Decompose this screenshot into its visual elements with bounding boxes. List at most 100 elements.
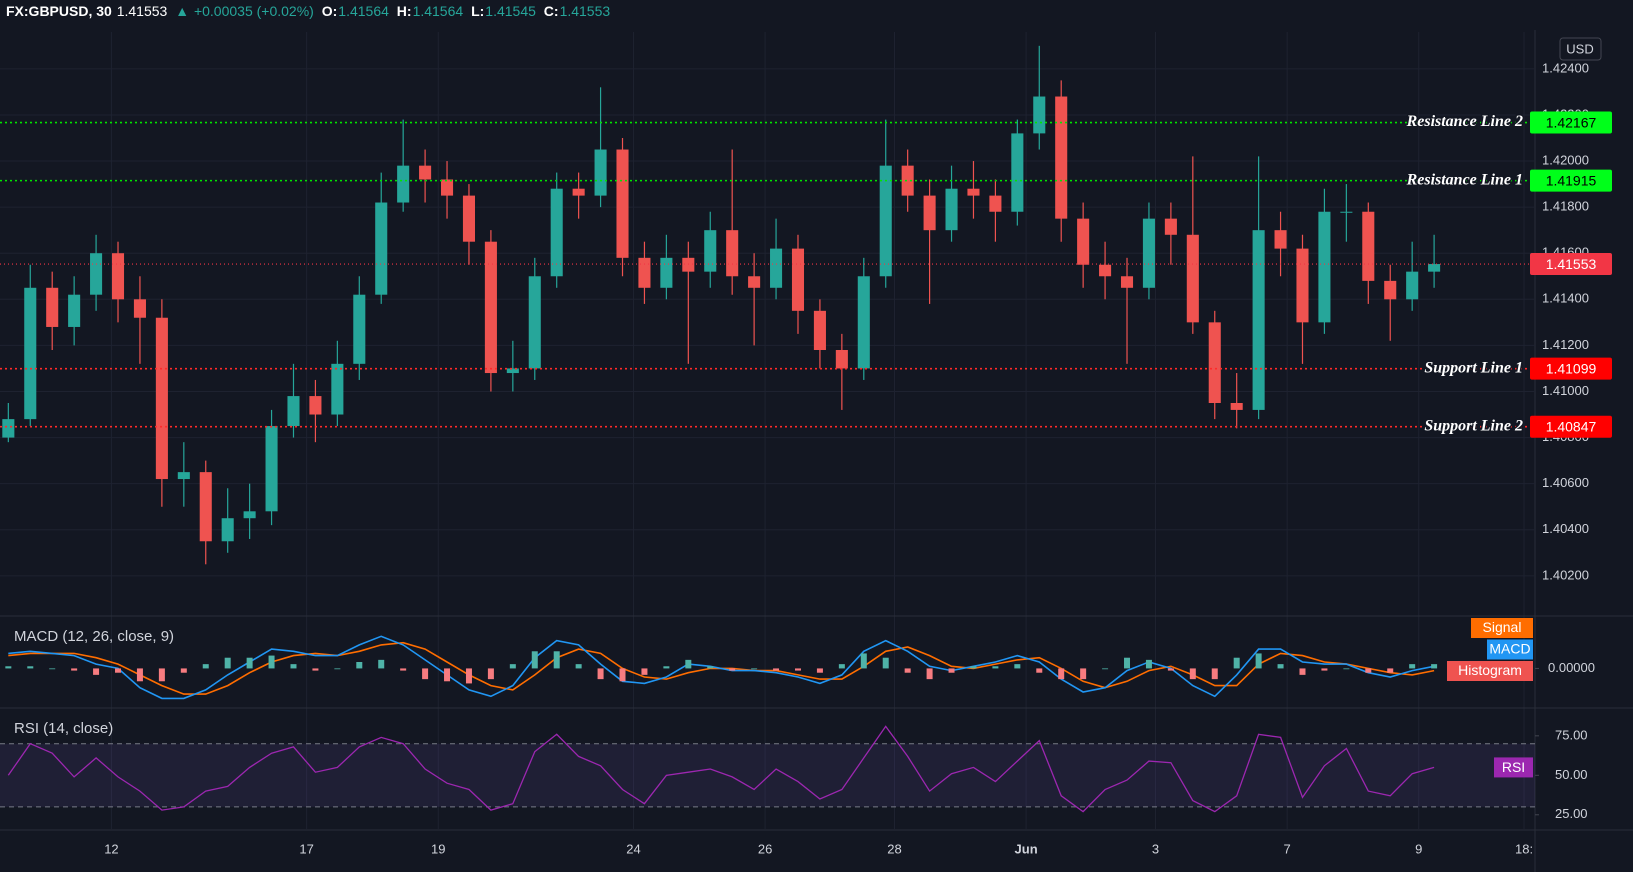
candle-body <box>638 257 651 288</box>
candle-body <box>682 257 695 272</box>
histogram-bar <box>71 668 78 671</box>
candle-body <box>90 253 103 295</box>
y-tick-label: 1.42000 <box>1542 152 1589 167</box>
histogram-bar <box>27 666 34 669</box>
candle-body <box>704 230 717 272</box>
candle-body <box>748 276 761 288</box>
candle-body <box>506 368 519 374</box>
level-name: Resistance Line 2 <box>1406 113 1523 130</box>
legend-label: RSI <box>1502 759 1525 775</box>
level-name: Support Line 2 <box>1424 417 1523 434</box>
histogram-bar <box>1036 668 1043 673</box>
candle-body <box>1077 218 1090 265</box>
candle-body <box>68 294 81 327</box>
y-tick-label: 0.00000 <box>1548 660 1595 675</box>
ohlc-label: O: <box>321 3 338 19</box>
candle-body <box>243 511 256 519</box>
histogram-bar <box>136 668 143 682</box>
legend-label: Histogram <box>1458 662 1522 678</box>
candle-body <box>989 195 1002 212</box>
histogram-bar <box>5 666 12 669</box>
histogram-bar <box>838 664 845 669</box>
candle-body <box>353 294 366 364</box>
histogram-bar <box>1365 668 1372 673</box>
candle-body <box>1142 218 1155 288</box>
histogram-bar <box>948 668 955 673</box>
histogram-bar <box>970 666 977 669</box>
legend-label: MACD <box>1489 641 1530 657</box>
legend-label: Signal <box>1483 619 1522 635</box>
histogram-bar <box>1058 668 1065 680</box>
histogram-bar <box>729 668 736 671</box>
legend-badge <box>1447 661 1533 681</box>
pane-title: RSI (14, close) <box>14 720 113 737</box>
candle-body <box>1428 264 1441 272</box>
candle-body <box>1384 280 1397 300</box>
histogram-bar <box>290 664 297 669</box>
y-tick-label: 75.00 <box>1555 727 1588 742</box>
rsi-band <box>0 743 1535 807</box>
level-value: 1.41915 <box>1546 172 1597 188</box>
y-tick-label: 1.42400 <box>1542 60 1589 75</box>
x-tick-label: 28 <box>887 841 901 856</box>
histogram-bar <box>487 668 494 680</box>
histogram-bar <box>1080 668 1087 680</box>
y-tick-label: 1.41400 <box>1542 291 1589 306</box>
candle-body <box>111 253 125 300</box>
level-value: 1.40847 <box>1546 418 1597 434</box>
histogram-bar <box>158 668 165 682</box>
candle-body <box>177 472 190 480</box>
histogram-bar <box>685 659 692 669</box>
candle-body <box>1011 133 1024 212</box>
candle-body <box>923 195 936 231</box>
histogram-bar <box>224 657 231 669</box>
ohlc-value: 1.41564 <box>338 3 389 19</box>
candle-body <box>1340 211 1353 213</box>
last-price: 1.41553 <box>116 3 168 19</box>
candle-body <box>1208 322 1221 403</box>
histogram-bar <box>597 668 604 680</box>
candle-body <box>616 149 629 258</box>
last-price-label: 1.41553 <box>1546 256 1597 272</box>
x-tick-label: 17 <box>299 841 313 856</box>
candle-body <box>1362 211 1375 281</box>
candle-body <box>46 287 59 327</box>
x-tick-label: Jun <box>1015 841 1038 856</box>
legend-badge <box>1494 757 1533 778</box>
x-tick-label: 19 <box>431 841 445 856</box>
candle-body <box>419 165 432 180</box>
candle-body <box>1406 271 1419 300</box>
candle-body <box>945 188 958 231</box>
histogram-bar <box>1431 664 1438 669</box>
candle-body <box>287 396 300 427</box>
candle-body <box>199 472 212 542</box>
candle-body <box>1055 96 1068 219</box>
y-tick-label: 1.41200 <box>1542 337 1589 352</box>
level-badge <box>1530 415 1612 438</box>
symbol-header: FX:GBPUSD, 30 1.41553 ▲ +0.00035 (+0.02%… <box>6 3 614 19</box>
x-tick-label: 24 <box>626 841 640 856</box>
y-tick-label: 1.40200 <box>1542 567 1589 582</box>
x-tick-label: 9 <box>1415 841 1422 856</box>
histogram-bar <box>1167 668 1174 671</box>
candle-body <box>1252 230 1265 410</box>
histogram-bar <box>1211 668 1218 680</box>
histogram-bar <box>1102 668 1109 670</box>
candle-body <box>133 299 146 318</box>
candle-body <box>660 257 673 288</box>
ohlc-label: H: <box>396 3 412 19</box>
candle-body <box>967 188 980 196</box>
histogram-bar <box>1409 664 1416 669</box>
histogram-bar <box>1387 668 1394 673</box>
y-tick-label: 1.41800 <box>1542 199 1589 214</box>
histogram-bar <box>1277 664 1284 669</box>
y-tick-label: 1.40400 <box>1542 521 1589 536</box>
histogram-bar <box>751 668 758 670</box>
level-name: Support Line 1 <box>1424 359 1523 376</box>
histogram-bar <box>465 668 472 684</box>
ohlc-value: 1.41564 <box>412 3 464 19</box>
histogram-bar <box>202 664 209 669</box>
histogram-bar <box>707 666 714 669</box>
x-tick-label: 18: <box>1515 841 1533 856</box>
